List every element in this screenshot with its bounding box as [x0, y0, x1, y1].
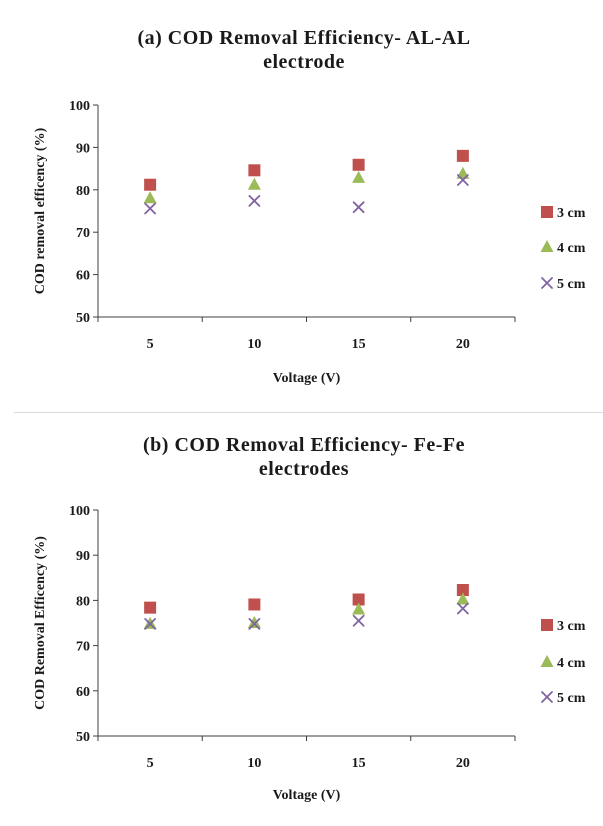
- chart-title-line-1: (b) COD Removal Efficiency- Fe-Fe: [143, 434, 465, 456]
- legend-marker: [541, 206, 553, 218]
- y-axis-label: COD Removal Efficency (%): [33, 536, 48, 710]
- y-tick-label: 100: [69, 504, 90, 519]
- legend-marker: [540, 655, 554, 667]
- x-tick-label: 5: [147, 756, 154, 771]
- data-point: [456, 584, 469, 597]
- chart-panel-a: (a) COD Removal Efficiency- AL-AL electr…: [14, 0, 603, 413]
- data-point: [352, 201, 365, 214]
- x-tick-label: 5: [147, 337, 154, 352]
- data-point: [144, 618, 157, 630]
- y-tick-label: 80: [76, 184, 90, 199]
- data-point: [144, 178, 157, 191]
- chart-a-svg: 50 60 70 80 90 100 5 10 15 20 Voltage (V) COD remov…: [33, 99, 586, 386]
- legend-label: 4 cm: [557, 241, 586, 256]
- data-point: [248, 164, 261, 177]
- data-point: [456, 166, 470, 179]
- data-point: [456, 174, 469, 186]
- chart-panel-b: (b) COD Removal Efficiency- Fe-Fe electr…: [14, 413, 603, 826]
- chart-title: (b) COD Removal Efficiency- Fe-Fe electr…: [74, 433, 534, 481]
- data-point: [456, 602, 469, 615]
- data-point: [248, 598, 261, 611]
- x-tick-label: 15: [352, 756, 366, 771]
- data-point: [352, 602, 366, 615]
- data-point: [352, 158, 365, 171]
- legend-label: 5 cm: [557, 691, 586, 706]
- data-point: [143, 191, 157, 204]
- y-tick-label: 90: [76, 141, 90, 156]
- series-4-cm: [143, 592, 470, 629]
- series-3-cm: [144, 584, 469, 614]
- data-point: [248, 194, 261, 207]
- y-tick-label: 50: [76, 311, 90, 326]
- x-tick-label: 10: [247, 337, 261, 352]
- y-tick-label: 70: [76, 226, 90, 241]
- series-5-cm: [144, 174, 469, 215]
- series-5-cm: [144, 602, 469, 630]
- series-3-cm: [144, 149, 469, 191]
- y-tick-label: 60: [76, 269, 90, 284]
- x-axis-label: Voltage (V): [273, 788, 341, 803]
- legend-marker: [541, 691, 553, 703]
- y-tick-label: 60: [76, 685, 90, 700]
- chart-title-line-2: electrodes: [258, 458, 350, 480]
- chart-title: (a) COD Removal Efficiency- AL-AL electr…: [74, 26, 534, 74]
- y-tick-label: 100: [69, 99, 90, 114]
- data-point: [456, 149, 469, 162]
- legend-marker: [541, 277, 553, 289]
- legend-label: 4 cm: [557, 656, 586, 671]
- chart-title-line-2: electrode: [263, 51, 345, 73]
- legend-label: 5 cm: [557, 277, 586, 292]
- data-point: [247, 616, 261, 628]
- data-point: [248, 618, 261, 630]
- y-tick-label: 80: [76, 594, 90, 609]
- legend-marker: [541, 619, 553, 631]
- chart-title-line-1: (a) COD Removal Efficiency- AL-AL: [137, 27, 471, 49]
- data-point: [352, 170, 366, 183]
- x-tick-label: 20: [456, 756, 470, 771]
- series-4-cm: [143, 166, 470, 204]
- data-point: [352, 614, 365, 627]
- y-tick-label: 70: [76, 640, 90, 655]
- y-axis-label: COD removal efficency (%): [33, 127, 48, 294]
- x-tick-label: 15: [352, 337, 366, 352]
- data-point: [144, 202, 157, 215]
- legend-label: 3 cm: [557, 206, 586, 221]
- data-point: [456, 592, 470, 605]
- x-axis-label: Voltage (V): [273, 371, 341, 386]
- chart-b-svg: 50 60 70 80 90 100 5 10 15 20 Voltage (V) COD Remov…: [33, 504, 586, 803]
- y-tick-label: 90: [76, 549, 90, 564]
- y-tick-label: 50: [76, 730, 90, 745]
- legend-label: 3 cm: [557, 619, 586, 634]
- data-point: [144, 601, 157, 614]
- x-tick-label: 10: [247, 756, 261, 771]
- data-point: [352, 593, 365, 606]
- x-tick-label: 20: [456, 337, 470, 352]
- legend-marker: [540, 240, 554, 252]
- data-point: [247, 177, 261, 190]
